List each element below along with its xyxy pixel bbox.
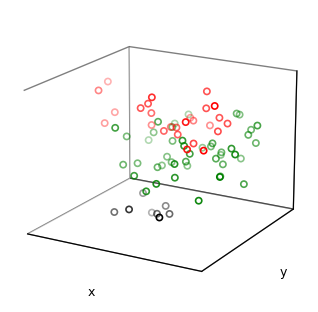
X-axis label: x: x — [88, 286, 95, 299]
Y-axis label: y: y — [280, 266, 287, 279]
